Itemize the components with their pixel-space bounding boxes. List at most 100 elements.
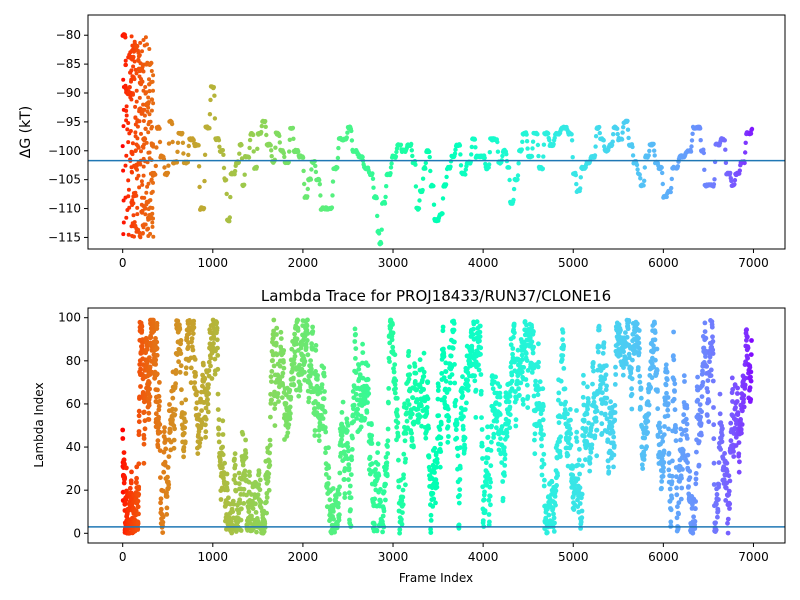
- delta-g-point: [129, 34, 134, 39]
- lambda-point: [706, 419, 712, 425]
- lambda-point: [616, 322, 622, 327]
- delta-g-point: [394, 149, 399, 155]
- lambda-point: [480, 456, 485, 461]
- delta-g-point: [150, 211, 155, 216]
- lambda-point: [345, 456, 351, 462]
- lambda-point: [589, 422, 595, 427]
- lambda-point: [691, 514, 696, 520]
- lambda-point: [457, 477, 463, 482]
- lambda-point: [497, 390, 503, 396]
- lambda-point: [136, 484, 142, 490]
- lambda-point: [177, 326, 183, 332]
- lambda-point: [266, 487, 272, 493]
- lambda-point: [599, 410, 604, 416]
- lambda-point: [246, 505, 252, 511]
- lambda-point: [407, 364, 412, 370]
- lambda-point: [695, 374, 700, 380]
- lambda-point: [220, 465, 225, 471]
- lambda-point: [270, 358, 275, 363]
- lambda-point: [448, 380, 453, 386]
- lambda-point: [215, 407, 221, 412]
- lambda-point: [605, 458, 611, 464]
- delta-g-point: [482, 155, 487, 161]
- lambda-point: [707, 354, 713, 360]
- delta-g-point: [413, 184, 419, 189]
- lambda-point: [530, 350, 536, 356]
- delta-g-point: [212, 93, 217, 98]
- lambda-point: [696, 462, 702, 468]
- lambda-point: [425, 396, 431, 402]
- lambda-point: [482, 508, 488, 514]
- lambda-point: [355, 406, 360, 412]
- lambda-point: [242, 468, 248, 474]
- lambda-point: [146, 417, 152, 422]
- lambda-point: [510, 346, 516, 351]
- lambda-point: [727, 506, 732, 511]
- delta-g-point: [516, 161, 521, 166]
- lambda-point: [473, 387, 479, 393]
- lambda-point: [278, 329, 284, 335]
- delta-g-point: [313, 169, 319, 175]
- y-tick-label: −95: [56, 115, 81, 129]
- lambda-point: [345, 444, 351, 450]
- lambda-point: [406, 376, 412, 382]
- lambda-point: [220, 418, 226, 424]
- delta-g-point: [144, 62, 149, 67]
- delta-g-point: [349, 138, 355, 143]
- lambda-point: [652, 321, 657, 326]
- lambda-point: [206, 382, 211, 387]
- lambda-point: [279, 395, 285, 400]
- delta-g-point: [507, 177, 512, 183]
- lambda-point: [456, 500, 462, 506]
- lambda-point: [392, 390, 398, 396]
- lambda-point: [508, 342, 514, 348]
- lambda-point: [441, 375, 447, 380]
- delta-g-point: [743, 150, 748, 155]
- lambda-point: [385, 438, 391, 444]
- lambda-chart-title: Lambda Trace for PROJ18433/RUN37/CLONE16: [261, 287, 611, 305]
- delta-g-point: [379, 227, 384, 232]
- lambda-point: [604, 363, 609, 369]
- lambda-point: [457, 465, 463, 471]
- lambda-point: [445, 406, 451, 412]
- delta-g-point: [151, 234, 156, 239]
- delta-g-point: [378, 241, 384, 246]
- x-tick-label: 4000: [468, 550, 499, 564]
- lambda-point: [659, 485, 664, 491]
- lambda-point: [519, 352, 525, 358]
- lambda-point: [247, 473, 253, 478]
- lambda-point: [215, 391, 221, 397]
- lambda-point: [711, 436, 717, 442]
- lambda-point: [676, 511, 681, 517]
- lambda-point: [239, 506, 244, 512]
- lambda-point: [281, 359, 286, 365]
- delta-g-point: [153, 172, 158, 177]
- lambda-point: [376, 473, 382, 478]
- lambda-point: [246, 479, 252, 485]
- lambda-point: [522, 332, 528, 338]
- lambda-point: [560, 330, 566, 335]
- lambda-point: [308, 363, 314, 368]
- lambda-point: [154, 371, 160, 377]
- lambda-point: [345, 440, 350, 446]
- lambda-point: [365, 377, 371, 382]
- delta-g-point: [413, 162, 418, 167]
- lambda-point: [440, 328, 446, 334]
- lambda-point: [516, 386, 521, 392]
- lambda-point: [409, 438, 415, 443]
- delta-g-point: [139, 149, 143, 154]
- delta-g-point: [668, 189, 673, 195]
- lambda-point: [741, 404, 747, 410]
- delta-g-point: [349, 128, 354, 134]
- lambda-point: [409, 411, 415, 417]
- lambda-point: [685, 452, 691, 458]
- lambda-point: [240, 462, 246, 468]
- y-tick-label: 20: [66, 483, 81, 497]
- lambda-point: [421, 374, 427, 379]
- lambda-point: [542, 477, 547, 483]
- lambda-point: [386, 386, 392, 391]
- delta-g-point: [652, 148, 657, 153]
- lambda-point: [374, 528, 380, 534]
- delta-g-point: [277, 140, 282, 145]
- lambda-point: [413, 370, 419, 376]
